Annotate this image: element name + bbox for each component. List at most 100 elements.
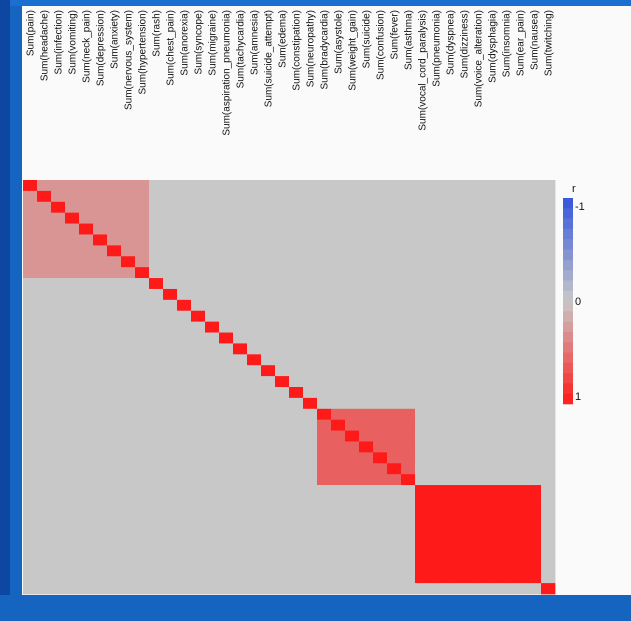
heatmap-cell — [331, 234, 346, 246]
heatmap-cell — [191, 212, 206, 224]
heatmap-cell — [513, 419, 528, 431]
heatmap-cell — [345, 278, 360, 290]
heatmap-cell — [317, 267, 332, 279]
heatmap-cell — [429, 452, 444, 464]
heatmap-cell — [79, 397, 94, 410]
heatmap-cell — [457, 288, 472, 301]
heatmap-cell — [247, 256, 262, 268]
heatmap-cell — [191, 278, 206, 290]
heatmap-cell — [499, 343, 514, 355]
heatmap-cell — [37, 376, 52, 388]
heatmap-cell — [233, 365, 248, 377]
heatmap-cell — [107, 365, 122, 377]
heatmap-cell — [401, 376, 416, 388]
heatmap-cell — [191, 430, 206, 442]
heatmap-cell — [303, 223, 318, 235]
heatmap-cell — [345, 332, 360, 344]
heatmap-cell — [205, 354, 220, 366]
heatmap-cell — [247, 539, 262, 551]
heatmap-cell — [219, 517, 234, 530]
heatmap-cell — [79, 321, 94, 333]
heatmap-cell — [191, 245, 206, 257]
heatmap-cell — [275, 256, 290, 268]
heatmap-cell — [65, 190, 80, 203]
heatmap-cell — [499, 288, 514, 301]
heatmap-cell — [345, 572, 360, 584]
heatmap-cell — [331, 310, 346, 323]
heatmap-cell — [37, 495, 52, 508]
heatmap-cell — [401, 528, 416, 540]
heatmap-cell — [443, 463, 458, 475]
heatmap-cell — [65, 288, 80, 301]
heatmap-cell — [177, 506, 192, 519]
heatmap-cell — [247, 180, 262, 192]
heatmap-cell — [177, 201, 192, 214]
heatmap-cell — [429, 550, 444, 562]
heatmap-cell — [401, 539, 416, 551]
heatmap-cell — [499, 430, 514, 442]
heatmap-cell — [51, 332, 66, 344]
heatmap-cell — [401, 321, 416, 333]
heatmap-cell — [205, 223, 220, 235]
heatmap-cell — [331, 288, 346, 301]
heatmap-cell — [205, 572, 220, 584]
heatmap-cell — [275, 321, 290, 333]
heatmap-cell — [51, 354, 66, 366]
heatmap-cell — [443, 495, 458, 508]
heatmap-cell — [485, 561, 500, 573]
heatmap-cell — [513, 550, 528, 562]
heatmap-cell — [205, 365, 220, 377]
heatmap-cell — [275, 430, 290, 442]
heatmap-cell — [247, 495, 262, 508]
heatmap-cell — [429, 201, 444, 214]
heatmap-cell — [261, 267, 276, 279]
heatmap-cell — [541, 190, 556, 203]
heatmap-cell — [457, 408, 472, 421]
heatmap-cell — [23, 430, 38, 442]
heatmap-cell — [149, 278, 164, 290]
heatmap-cell — [177, 441, 192, 453]
heatmap-cell — [233, 430, 248, 442]
heatmap-cell — [471, 583, 486, 595]
heatmap-cell — [23, 332, 38, 344]
heatmap-cell — [191, 299, 206, 312]
heatmap-cell — [485, 408, 500, 421]
heatmap-cell — [513, 506, 528, 519]
heatmap-cell — [331, 561, 346, 573]
heatmap-cell — [191, 387, 206, 399]
heatmap-cell — [163, 376, 178, 388]
heatmap-cell — [121, 495, 136, 508]
heatmap-cell — [205, 528, 220, 540]
heatmap-cell — [79, 354, 94, 366]
heatmap-cell — [541, 583, 556, 595]
heatmap-cell — [107, 463, 122, 475]
heatmap-cell — [359, 419, 374, 431]
variable-label: Sum(nervous_system) — [124, 10, 135, 110]
heatmap-cell — [303, 550, 318, 562]
heatmap-cell — [317, 397, 332, 410]
heatmap-cell — [303, 332, 318, 344]
heatmap-cell — [331, 419, 346, 431]
heatmap-cell — [107, 332, 122, 344]
heatmap-cell — [401, 561, 416, 573]
heatmap-cell — [191, 190, 206, 203]
heatmap-cell — [23, 267, 38, 279]
heatmap-cell — [37, 223, 52, 235]
heatmap-cell — [93, 256, 108, 268]
variable-label: Sum(asystole) — [334, 10, 345, 74]
heatmap-cell — [79, 441, 94, 453]
heatmap-cell — [163, 506, 178, 519]
heatmap-cell — [79, 234, 94, 246]
heatmap-cell — [471, 387, 486, 399]
heatmap-cell — [373, 245, 388, 257]
heatmap-cell — [23, 234, 38, 246]
heatmap-cell — [79, 288, 94, 301]
heatmap-cell — [527, 190, 542, 203]
heatmap-cell — [373, 452, 388, 464]
heatmap-cell — [527, 288, 542, 301]
heatmap-cell — [345, 365, 360, 377]
heatmap-cell — [289, 528, 304, 540]
heatmap-cell — [79, 583, 94, 595]
heatmap-cell — [485, 223, 500, 235]
heatmap-cell — [205, 397, 220, 410]
